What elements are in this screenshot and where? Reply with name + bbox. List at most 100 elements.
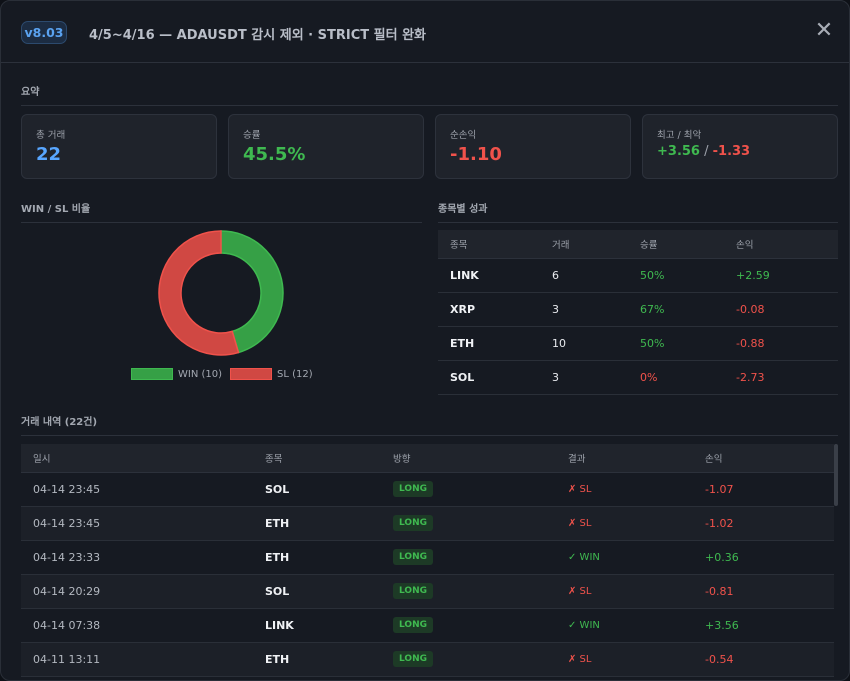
cell-pnl: +0.36 [705,540,834,575]
cell-pnl: -0.54 [705,642,834,677]
cell-winrate: 0% [640,360,736,395]
cell-trades: 6 [552,258,640,293]
col-pnl[interactable]: 손익 [705,444,834,473]
cell-pnl: -1.07 [705,472,834,507]
cell-symbol: SOL [438,360,552,395]
worst-value: -1.33 [712,144,751,159]
cell-pnl: -0.88 [736,326,838,361]
col-direction[interactable]: 방향 [393,444,568,473]
table-header: 종목 거래 승률 손익 [438,230,838,259]
col-symbol[interactable]: 종목 [438,230,552,259]
scrollbar[interactable] [834,444,838,506]
cell-datetime: 04-14 23:45 [21,506,265,541]
trades-title: 거래 내역 (22건) [21,413,838,436]
cell-datetime: 04-14 20:29 [21,574,265,609]
cell-pnl: -0.81 [705,574,834,609]
cell-direction: LONG [393,472,568,507]
close-icon[interactable]: ✕ [814,18,834,43]
legend-win: WIN (10) [131,368,222,380]
cell-datetime: 04-14 07:38 [21,608,265,643]
card-label: 순손익 [450,130,477,141]
cell-winrate: 67% [640,292,736,327]
cell-symbol: ETH [265,506,393,541]
table-row[interactable]: 04-14 20:29 SOL LONG ✗ SL -0.81 [21,574,834,609]
cell-pnl: -1.02 [705,506,834,541]
table-row[interactable]: 04-14 07:38 LINK LONG ✓ WIN +3.56 [21,608,834,643]
cell-symbol: LINK [265,608,393,643]
cell-trades: 3 [552,292,640,327]
by-symbol-table: 종목 거래 승률 손익 LINK 6 50% +2.59 XRP 3 67% -0.08 ETH… [438,230,838,395]
card-label: 승률 [243,130,261,141]
best-value: +3.56 [657,144,700,159]
donut-slice-win[interactable] [220,230,284,354]
table-row: SOL 3 0% -2.73 [438,360,838,395]
col-symbol[interactable]: 종목 [265,444,393,473]
legend-label: WIN (10) [178,369,223,380]
direction-badge: LONG [393,651,433,667]
direction-badge: LONG [393,481,433,497]
cell-direction: LONG [393,540,568,575]
col-winrate[interactable]: 승률 [640,230,736,259]
version-badge: v8.03 [21,21,67,44]
cell-direction: LONG [393,608,568,643]
direction-badge: LONG [393,549,433,565]
table-row[interactable]: 04-14 23:45 SOL LONG ✗ SL -1.07 [21,472,834,507]
card-win-rate: 승률 45.5% [228,114,424,179]
card-label: 최고 / 최악 [657,130,702,141]
cell-symbol: SOL [265,472,393,507]
table-header: 일시 종목 방향 결과 손익 [21,444,834,473]
by-symbol-title: 종목별 성과 [438,200,838,223]
separator: / [699,144,713,159]
col-trades[interactable]: 거래 [552,230,640,259]
cell-pnl: -0.08 [736,292,838,327]
card-best-worst: 최고 / 최악 +3.56 / -1.33 [642,114,838,179]
table-row: XRP 3 67% -0.08 [438,292,838,327]
chart-title: WIN / SL 비율 [21,200,422,223]
col-result[interactable]: 결과 [568,444,705,473]
cell-symbol: ETH [265,540,393,575]
cell-pnl: +2.59 [736,258,838,293]
table-row[interactable]: 04-14 23:45 ETH LONG ✗ SL -1.02 [21,506,834,541]
legend-label: SL (12) [277,369,313,380]
card-label: 총 거래 [36,130,66,141]
direction-badge: LONG [393,515,433,531]
card-value: -1.10 [450,144,502,165]
modal-title: 4/5~4/16 — ADAUSDT 감시 제외 · STRICT 필터 완화 [89,28,427,43]
cell-symbol: ETH [265,642,393,677]
cell-symbol: XRP [438,292,552,327]
trades-table: 일시 종목 방향 결과 손익 04-14 23:45 SOL LONG ✗ SL -1.… [21,444,834,677]
cell-direction: LONG [393,574,568,609]
card-net-pnl: 순손익 -1.10 [435,114,631,179]
card-value: 45.5% [243,144,306,165]
cell-result: ✗ SL [568,574,705,609]
cell-symbol: ETH [438,326,552,361]
col-datetime[interactable]: 일시 [21,444,265,473]
cell-trades: 3 [552,360,640,395]
cell-symbol: LINK [438,258,552,293]
cell-result: ✓ WIN [568,608,705,643]
direction-badge: LONG [393,617,433,633]
cell-pnl: -2.73 [736,360,838,395]
summary-title: 요약 [21,83,838,106]
cell-datetime: 04-11 13:11 [21,642,265,677]
col-pnl[interactable]: 손익 [736,230,838,259]
cell-direction: LONG [393,506,568,541]
table-row[interactable]: 04-14 23:33 ETH LONG ✓ WIN +0.36 [21,540,834,575]
cell-winrate: 50% [640,258,736,293]
table-row: ETH 10 50% -0.88 [438,326,838,361]
card-total-trades: 총 거래 22 [21,114,217,179]
cell-datetime: 04-14 23:45 [21,472,265,507]
cell-pnl: +3.56 [705,608,834,643]
cell-winrate: 50% [640,326,736,361]
cell-trades: 10 [552,326,640,361]
modal-header: v8.03 4/5~4/16 — ADAUSDT 감시 제외 · STRICT … [1,1,849,63]
legend-swatch-win [131,368,173,380]
win-sl-donut-chart [158,230,284,356]
cell-result: ✗ SL [568,642,705,677]
cell-result: ✗ SL [568,472,705,507]
table-row: LINK 6 50% +2.59 [438,258,838,293]
donut-slice-sl[interactable] [158,230,240,356]
card-value: 22 [36,144,62,165]
table-row[interactable]: 04-11 13:11 ETH LONG ✗ SL -0.54 [21,642,834,677]
